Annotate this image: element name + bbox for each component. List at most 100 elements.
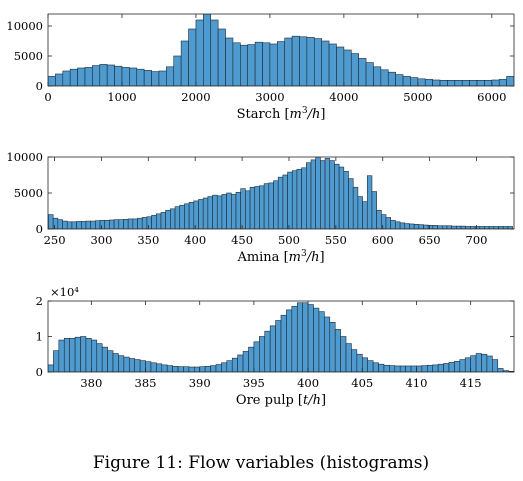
x-tick-label: 390 <box>189 376 211 390</box>
histogram-bar <box>313 307 320 372</box>
histogram-bar <box>161 364 168 372</box>
histogram-bar <box>127 218 134 229</box>
x-tick-label: 385 <box>135 376 157 390</box>
histogram-bar <box>62 70 71 86</box>
histogram-bar <box>481 353 488 372</box>
histogram-bar <box>321 40 330 86</box>
histogram-bar <box>112 353 119 372</box>
histogram-bar <box>357 196 363 229</box>
histogram-bar <box>104 220 110 229</box>
histogram-bar <box>99 220 106 229</box>
histogram-bar <box>356 353 363 372</box>
histogram-bar <box>296 168 302 229</box>
histogram-bar <box>464 357 471 372</box>
histogram-bar <box>170 208 176 229</box>
histogram-bar <box>156 213 162 229</box>
histogram-bar <box>410 77 419 86</box>
histogram-bar <box>263 183 270 229</box>
histogram-bar <box>150 362 157 372</box>
histogram-bar <box>215 364 222 372</box>
histogram-bar <box>306 162 312 229</box>
histogram-bar <box>367 360 374 372</box>
histogram-bar <box>350 53 359 86</box>
histogram-bar <box>248 346 255 372</box>
x-tick-label: 410 <box>405 376 427 390</box>
histogram-bar <box>268 182 274 229</box>
histogram-bar <box>145 361 152 372</box>
histogram-bar <box>210 365 217 372</box>
x-tick-label: 395 <box>243 376 265 390</box>
histogram-bar <box>139 360 146 372</box>
histogram-bar <box>372 362 379 372</box>
x-tick-label: 0 <box>44 90 51 104</box>
histogram-bar <box>432 225 438 229</box>
histogram-bar <box>249 186 256 229</box>
histogram-bar <box>262 42 271 86</box>
histogram-bar <box>302 302 309 372</box>
histogram-bar <box>195 19 204 86</box>
histogram-bar <box>413 224 420 229</box>
x-tick-label: 4000 <box>329 90 358 104</box>
histogram-bar <box>198 199 204 229</box>
histogram-bar <box>291 170 298 229</box>
histogram-bar <box>53 350 60 372</box>
histogram-bar <box>129 67 138 86</box>
histogram-bar <box>361 357 368 372</box>
histogram-bar <box>58 339 65 372</box>
histogram-bar <box>448 362 455 372</box>
histogram-bar <box>216 195 223 229</box>
x-tick-label: 350 <box>137 233 159 247</box>
y-tick-label: 0 <box>36 222 43 236</box>
bars <box>48 14 514 86</box>
amina-histogram: 250 300 350 400 450 500 550 600 650 700 0 5000 10000… <box>6 150 515 265</box>
histogram-bar <box>446 225 452 229</box>
histogram-bar <box>395 74 404 86</box>
histogram-bar <box>366 175 373 229</box>
histogram-bar <box>343 49 352 86</box>
histogram-bar <box>52 217 59 229</box>
y-tick-label: 10000 <box>6 19 43 33</box>
histogram-bar <box>101 346 108 372</box>
histogram-bar <box>378 363 385 372</box>
histogram-bar <box>245 190 251 229</box>
histogram-bar <box>352 186 359 229</box>
histogram-bar <box>334 163 340 229</box>
histogram-bar <box>432 79 441 86</box>
histogram-bar <box>443 363 450 372</box>
histogram-bar <box>484 80 493 86</box>
histogram-bar <box>301 167 307 229</box>
histogram-bar <box>48 76 56 86</box>
histogram-bar <box>151 215 157 229</box>
histogram-bar <box>351 349 358 372</box>
histogram-bar <box>183 366 190 372</box>
histogram-bar <box>264 330 271 372</box>
histogram-bar <box>69 337 76 372</box>
histogram-bar <box>460 225 467 229</box>
histogram-bar <box>74 336 81 372</box>
histogram-bar <box>277 176 284 229</box>
histogram-bar <box>80 221 87 229</box>
histogram-bar <box>143 70 152 86</box>
histogram-bar <box>336 46 345 86</box>
histogram-bar <box>188 366 195 372</box>
histogram-bar <box>389 365 396 372</box>
histogram-bar <box>437 225 443 229</box>
histogram-bar <box>385 217 392 229</box>
histogram-bar <box>470 355 477 372</box>
histogram-bar <box>48 214 54 229</box>
y-tick-label: 5000 <box>14 49 43 63</box>
histogram-bar <box>96 343 103 372</box>
y-tick-label: 0 <box>36 365 43 379</box>
histogram-bar <box>69 68 78 86</box>
histogram-bar <box>62 220 68 229</box>
histogram-bar <box>395 221 401 229</box>
x-tick-label: 400 <box>297 376 319 390</box>
histogram-bar <box>324 316 331 372</box>
histogram-bar <box>99 64 108 86</box>
histogram-bar <box>286 309 293 372</box>
histogram-bar <box>454 80 463 86</box>
histogram-bar <box>313 38 322 86</box>
histogram-bar <box>307 304 314 372</box>
starch-histogram: 0 1000 2000 3000 4000 5000 6000 0 5000 10000 Starc… <box>6 13 515 122</box>
histogram-bar <box>456 225 462 229</box>
